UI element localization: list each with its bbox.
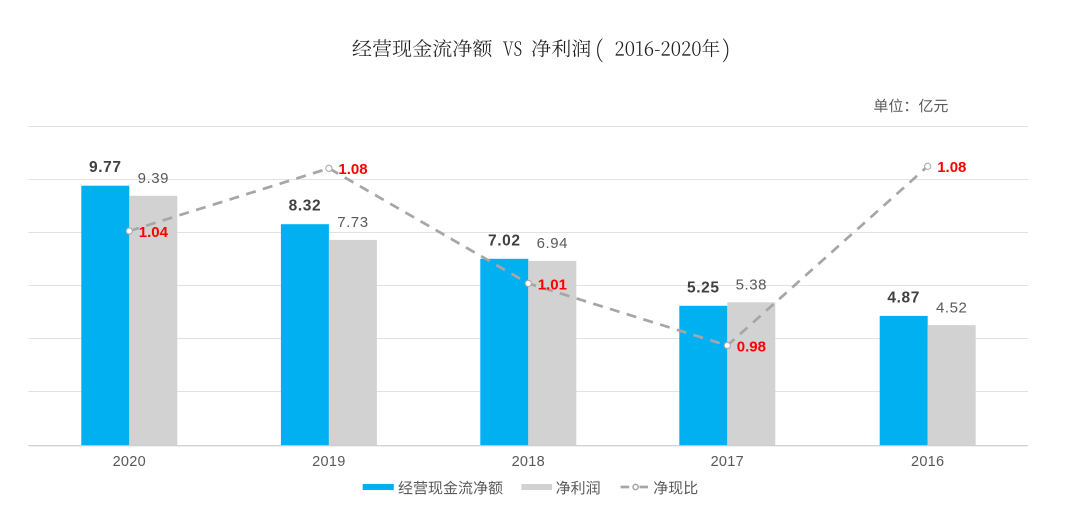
svg-text:1.01: 1.01 bbox=[538, 276, 567, 293]
svg-text:1.08: 1.08 bbox=[338, 161, 367, 178]
svg-text:7.73: 7.73 bbox=[337, 214, 368, 231]
svg-text:2019: 2019 bbox=[312, 454, 345, 470]
svg-text:2016: 2016 bbox=[911, 454, 944, 470]
svg-text:2018: 2018 bbox=[512, 454, 545, 470]
svg-text:9.77: 9.77 bbox=[89, 159, 122, 176]
svg-text:2017: 2017 bbox=[711, 454, 744, 470]
svg-text:9.39: 9.39 bbox=[138, 170, 169, 187]
svg-text:8.32: 8.32 bbox=[289, 198, 322, 215]
svg-text:2020: 2020 bbox=[113, 454, 146, 470]
svg-text:1.04: 1.04 bbox=[139, 224, 169, 241]
svg-text:4.52: 4.52 bbox=[936, 299, 967, 316]
svg-text:0.98: 0.98 bbox=[737, 338, 766, 355]
svg-text:4.87: 4.87 bbox=[887, 289, 920, 306]
svg-text:1.08: 1.08 bbox=[937, 159, 966, 176]
svg-text:6.94: 6.94 bbox=[537, 235, 568, 252]
svg-text:5.25: 5.25 bbox=[687, 279, 720, 296]
svg-text:5.38: 5.38 bbox=[736, 277, 767, 294]
svg-text:7.02: 7.02 bbox=[488, 232, 521, 249]
